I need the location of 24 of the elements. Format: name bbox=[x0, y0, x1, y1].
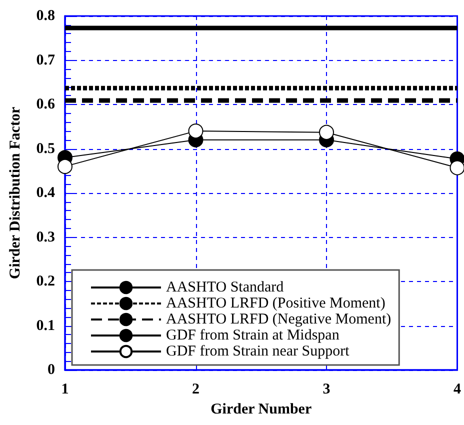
y-tick-label: 0.2 bbox=[36, 274, 55, 290]
y-tick-label: 0.4 bbox=[36, 185, 56, 201]
x-tick-label: 2 bbox=[192, 382, 200, 398]
legend-label: AASHTO LRFD (Positive Moment) bbox=[166, 296, 386, 312]
x-axis-title: Girder Number bbox=[210, 401, 312, 418]
y-tick-label: 0.6 bbox=[36, 96, 56, 112]
y-axis-title: Girder Distribution Factor bbox=[8, 106, 24, 280]
y-tick-label: 0.3 bbox=[36, 229, 55, 246]
x-tick-label: 3 bbox=[322, 382, 330, 398]
y-tick-label: 0.7 bbox=[36, 52, 56, 68]
x-tick-label: 1 bbox=[61, 382, 69, 398]
y-tick-label: 0 bbox=[48, 362, 55, 378]
y-tick-label: 0.8 bbox=[36, 8, 55, 24]
point bbox=[450, 160, 464, 176]
legend-label: GDF from Strain at Midspan bbox=[166, 328, 340, 344]
point bbox=[319, 124, 334, 140]
legend-label: GDF from Strain near Support bbox=[166, 344, 350, 360]
y-tick-label: 0.1 bbox=[36, 318, 55, 334]
x-tick-label: 4 bbox=[454, 382, 462, 398]
y-tick-label: 0.5 bbox=[36, 140, 55, 157]
legend-label: AASHTO LRFD (Negative Moment) bbox=[166, 312, 392, 328]
point bbox=[58, 158, 72, 174]
point bbox=[188, 124, 204, 139]
legend-label: AASHTO Standard bbox=[166, 280, 284, 296]
